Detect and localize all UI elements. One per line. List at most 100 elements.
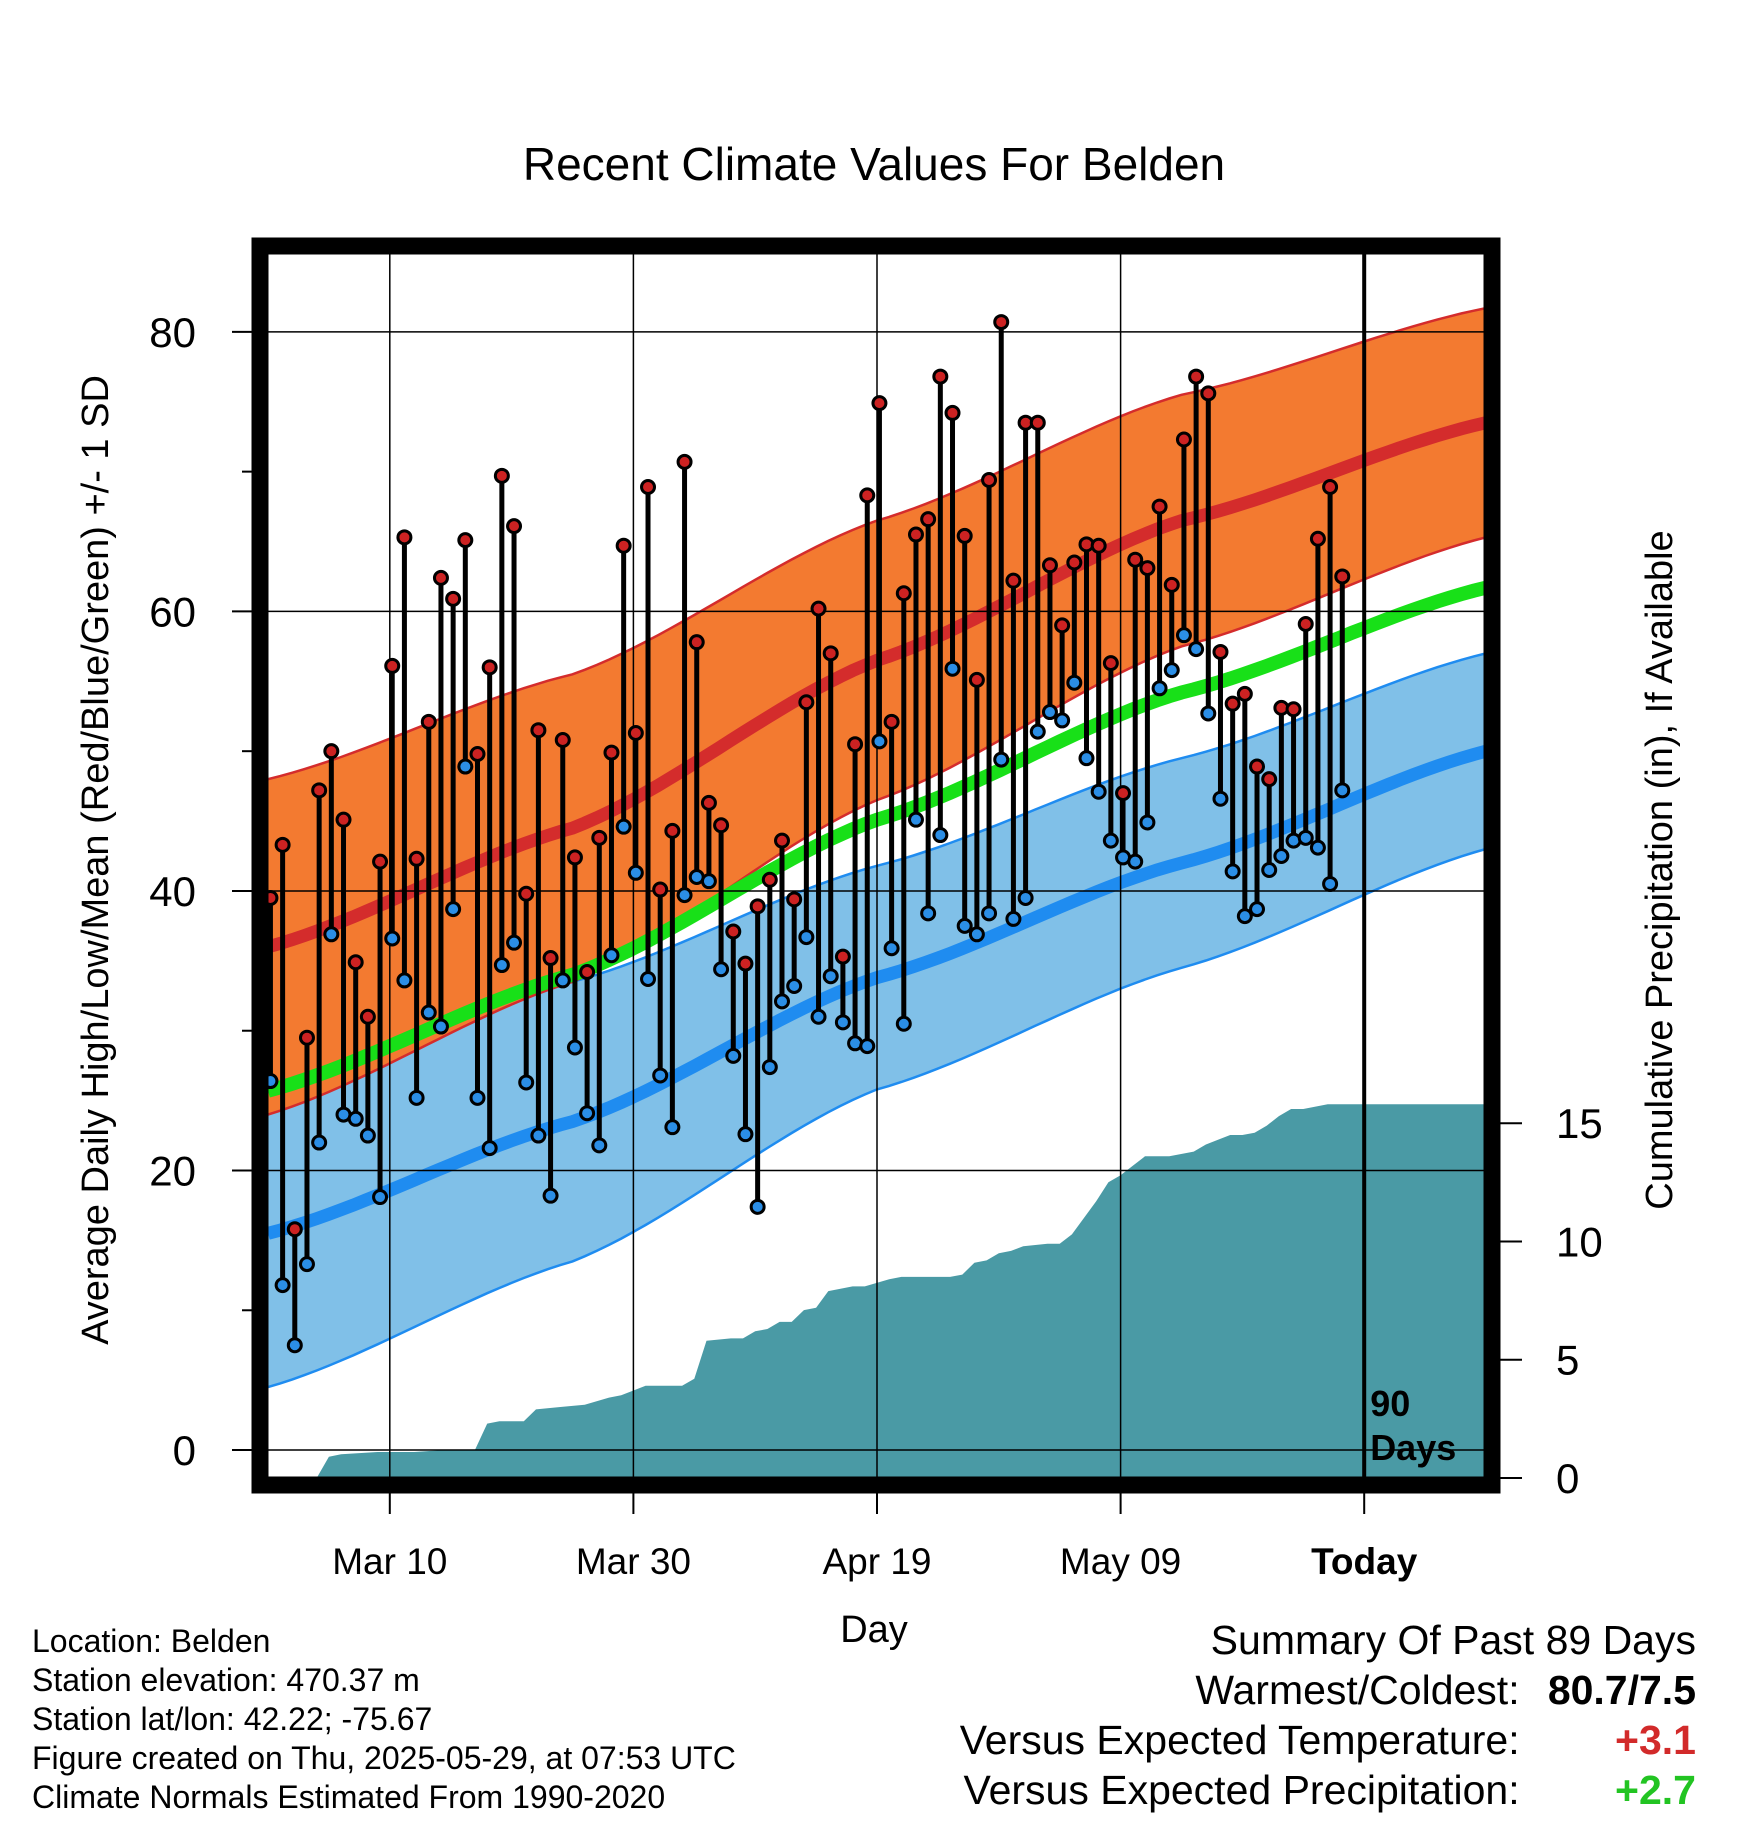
daily-low-point xyxy=(396,972,413,989)
daily-high-point xyxy=(1188,368,1205,385)
y2-tick-label: 15 xyxy=(1556,1100,1603,1147)
daily-low-point xyxy=(311,1134,328,1151)
daily-high-point xyxy=(944,404,961,421)
daily-low-point xyxy=(907,811,924,828)
daily-high-point xyxy=(993,314,1010,331)
daily-high-point xyxy=(1005,572,1022,589)
daily-high-point xyxy=(1163,576,1180,593)
daily-low-point xyxy=(432,1018,449,1035)
y-tick-label: 20 xyxy=(149,1148,196,1195)
daily-high-point xyxy=(907,526,924,543)
daily-low-point xyxy=(1297,829,1314,846)
latlon-text: Station lat/lon: 42.22; -75.67 xyxy=(32,1701,433,1737)
daily-high-point xyxy=(1236,685,1253,702)
daily-low-point xyxy=(1151,680,1168,697)
daily-high-point xyxy=(652,881,669,898)
daily-low-point xyxy=(1175,627,1192,644)
chart-title: Recent Climate Values For Belden xyxy=(523,138,1225,190)
daily-low-point xyxy=(615,818,632,835)
daily-high-point xyxy=(640,479,657,496)
daily-low-point xyxy=(1236,908,1253,925)
daily-high-point xyxy=(920,511,937,528)
daily-high-point xyxy=(347,954,364,971)
temp-anomaly-value: +3.1 xyxy=(1615,1717,1696,1763)
daily-low-point xyxy=(920,905,937,922)
daily-low-point xyxy=(1309,839,1326,856)
daily-high-point xyxy=(1309,530,1326,547)
daily-high-point xyxy=(469,745,486,762)
x-axis-label: Day xyxy=(840,1609,908,1651)
daily-high-point xyxy=(396,529,413,546)
daily-low-point xyxy=(1127,853,1144,870)
daily-low-point xyxy=(883,940,900,957)
temp-anomaly-row: Versus Expected Temperature: +3.1 xyxy=(960,1715,1696,1765)
daily-high-point xyxy=(1151,498,1168,515)
today-days-word: Days xyxy=(1370,1427,1456,1468)
daily-high-point xyxy=(384,657,401,674)
daily-low-point xyxy=(749,1198,766,1215)
daily-low-point xyxy=(1322,875,1339,892)
x-tick-label: Today xyxy=(1311,1541,1418,1582)
daily-high-point xyxy=(1139,560,1156,577)
daily-high-point xyxy=(847,736,864,753)
summary-title: Summary Of Past 89 Days xyxy=(1210,1617,1696,1663)
x-tick-label: Apr 19 xyxy=(822,1541,931,1582)
daily-low-point xyxy=(554,972,571,989)
daily-low-point xyxy=(384,930,401,947)
daily-high-point xyxy=(603,744,620,761)
daily-low-point xyxy=(1163,662,1180,679)
daily-high-point xyxy=(688,634,705,651)
x-tick-label: Mar 10 xyxy=(332,1541,447,1582)
daily-low-point xyxy=(1249,901,1266,918)
daily-high-point xyxy=(432,569,449,586)
daily-high-point xyxy=(664,822,681,839)
daily-high-point xyxy=(530,722,547,739)
daily-low-point xyxy=(1005,910,1022,927)
daily-low-point xyxy=(323,926,340,943)
daily-high-point xyxy=(981,472,998,489)
daily-high-point xyxy=(554,732,571,748)
daily-low-point xyxy=(1054,712,1071,729)
daily-low-point xyxy=(981,905,998,922)
daily-high-point xyxy=(1200,385,1217,402)
daily-high-point xyxy=(700,794,717,811)
daily-high-point xyxy=(481,659,498,676)
x-tick-label: Mar 30 xyxy=(576,1541,691,1582)
daily-low-point xyxy=(469,1089,486,1106)
daily-low-point xyxy=(298,1256,315,1273)
daily-high-point xyxy=(834,948,851,965)
daily-high-point xyxy=(335,811,352,828)
daily-low-point xyxy=(566,1039,583,1056)
daily-low-point xyxy=(640,971,657,988)
daily-high-point xyxy=(1175,431,1192,448)
daily-low-point xyxy=(798,929,815,946)
daily-low-point xyxy=(1029,723,1046,740)
daily-low-point xyxy=(761,1059,778,1076)
daily-high-point xyxy=(798,694,815,711)
daily-low-point xyxy=(445,901,462,918)
daily-low-point xyxy=(542,1187,559,1204)
daily-low-point xyxy=(664,1119,681,1136)
y-tick-label: 60 xyxy=(149,588,196,635)
daily-high-point xyxy=(311,782,328,799)
daily-high-point xyxy=(457,532,474,549)
daily-low-point xyxy=(493,957,510,974)
daily-high-point xyxy=(1224,695,1241,712)
daily-high-point xyxy=(1066,554,1083,571)
daily-high-point xyxy=(615,537,632,554)
daily-low-point xyxy=(737,1126,754,1143)
daily-high-point xyxy=(518,885,535,902)
daily-low-point xyxy=(1212,790,1229,807)
daily-high-point xyxy=(1102,655,1119,672)
daily-high-point xyxy=(627,725,644,742)
daily-high-point xyxy=(859,487,876,504)
station-info: Location: Belden Station elevation: 470.… xyxy=(32,1622,736,1817)
daily-low-point xyxy=(700,873,717,890)
daily-low-point xyxy=(530,1127,547,1144)
daily-high-point xyxy=(676,453,693,470)
daily-low-point xyxy=(1078,750,1095,767)
daily-high-point xyxy=(956,527,973,544)
daily-low-point xyxy=(1224,863,1241,880)
daily-high-point xyxy=(895,585,912,602)
